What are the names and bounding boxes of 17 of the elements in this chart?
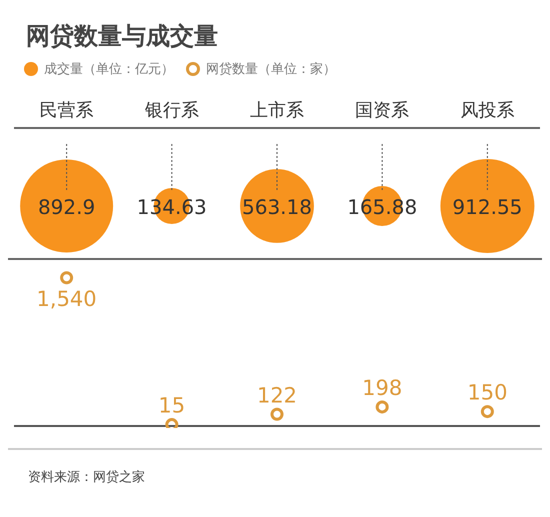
category-label: 风投系 [460, 100, 514, 121]
category-label: 银行系 [144, 100, 199, 121]
data-label: 15 [158, 394, 186, 418]
text: 网贷数量与成交量 [25, 21, 219, 52]
data-label: 892.9 [38, 195, 96, 219]
text: 资料来源：网贷之家 [28, 469, 146, 486]
legend-label: 成交量（单位：亿元） [44, 61, 174, 78]
category-label: 民营系 [40, 100, 94, 121]
legend-label: 网贷数量（单位：家） [206, 61, 336, 78]
data-label: 122 [256, 383, 298, 408]
data-label: 1,540 [36, 286, 97, 311]
data-label: 912.55 [452, 195, 522, 219]
data-label: 198 [362, 376, 402, 400]
data-label: 150 [467, 380, 508, 405]
category-label: 上市系 [250, 100, 304, 121]
data-label: 563.18 [242, 195, 312, 219]
category-label: 国资系 [355, 100, 410, 121]
